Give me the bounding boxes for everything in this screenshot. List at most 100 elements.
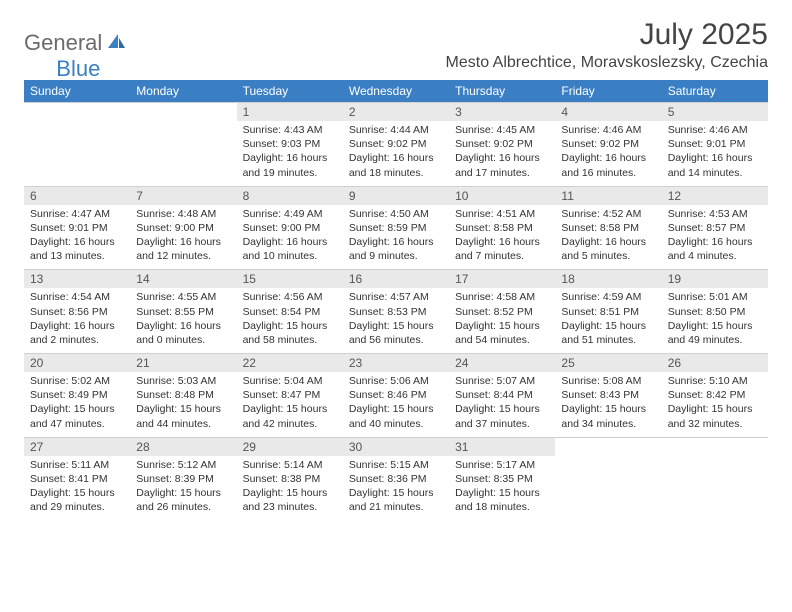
day-number-cell: 29: [237, 437, 343, 456]
day-number-cell: 7: [130, 186, 236, 205]
daylight-text: and 58 minutes.: [243, 333, 337, 347]
sunrise-text: Sunrise: 4:54 AM: [30, 290, 124, 304]
daylight-text: and 4 minutes.: [668, 249, 762, 263]
sunset-text: Sunset: 8:38 PM: [243, 472, 337, 486]
daylight-text: and 47 minutes.: [30, 417, 124, 431]
daylight-text: and 54 minutes.: [455, 333, 549, 347]
day-details-cell: Sunrise: 5:06 AMSunset: 8:46 PMDaylight:…: [343, 372, 449, 437]
sunrise-text: Sunrise: 5:04 AM: [243, 374, 337, 388]
day-details-cell: Sunrise: 4:58 AMSunset: 8:52 PMDaylight:…: [449, 288, 555, 353]
sunrise-text: Sunrise: 4:44 AM: [349, 123, 443, 137]
daylight-text: Daylight: 16 hours: [30, 319, 124, 333]
header: General Blue July 2025 Mesto Albrechtice…: [24, 18, 768, 72]
daylight-text: Daylight: 15 hours: [30, 402, 124, 416]
sunset-text: Sunset: 8:36 PM: [349, 472, 443, 486]
daylight-text: Daylight: 15 hours: [30, 486, 124, 500]
day-details-cell: [662, 456, 768, 521]
day-details-cell: Sunrise: 4:54 AMSunset: 8:56 PMDaylight:…: [24, 288, 130, 353]
day-number-cell: 27: [24, 437, 130, 456]
sunrise-text: Sunrise: 4:49 AM: [243, 207, 337, 221]
daynum-row: 6789101112: [24, 186, 768, 205]
daylight-text: Daylight: 15 hours: [349, 486, 443, 500]
daylight-text: and 44 minutes.: [136, 417, 230, 431]
day-number-cell: 9: [343, 186, 449, 205]
daylight-text: and 40 minutes.: [349, 417, 443, 431]
weekday-header: Sunday: [24, 80, 130, 103]
daylight-text: Daylight: 16 hours: [136, 319, 230, 333]
day-number-cell: 5: [662, 103, 768, 122]
daynum-row: 12345: [24, 103, 768, 122]
sunset-text: Sunset: 8:42 PM: [668, 388, 762, 402]
weekday-header: Tuesday: [237, 80, 343, 103]
daynum-row: 13141516171819: [24, 270, 768, 289]
daylight-text: and 26 minutes.: [136, 500, 230, 514]
day-number-cell: 14: [130, 270, 236, 289]
daynum-row: 2728293031: [24, 437, 768, 456]
day-details-cell: Sunrise: 4:55 AMSunset: 8:55 PMDaylight:…: [130, 288, 236, 353]
daylight-text: Daylight: 15 hours: [243, 486, 337, 500]
sunrise-text: Sunrise: 4:53 AM: [668, 207, 762, 221]
sunrise-text: Sunrise: 4:46 AM: [668, 123, 762, 137]
sunrise-text: Sunrise: 4:46 AM: [561, 123, 655, 137]
sunset-text: Sunset: 8:53 PM: [349, 305, 443, 319]
sunrise-text: Sunrise: 5:17 AM: [455, 458, 549, 472]
day-number-cell: 20: [24, 354, 130, 373]
day-details-cell: Sunrise: 4:44 AMSunset: 9:02 PMDaylight:…: [343, 121, 449, 186]
sunrise-text: Sunrise: 5:11 AM: [30, 458, 124, 472]
daylight-text: Daylight: 16 hours: [30, 235, 124, 249]
day-number-cell: 31: [449, 437, 555, 456]
day-number-cell: 28: [130, 437, 236, 456]
sunset-text: Sunset: 8:58 PM: [561, 221, 655, 235]
day-number-cell: 12: [662, 186, 768, 205]
daylight-text: Daylight: 15 hours: [668, 319, 762, 333]
day-details-cell: Sunrise: 4:49 AMSunset: 9:00 PMDaylight:…: [237, 205, 343, 270]
daylight-text: Daylight: 15 hours: [455, 402, 549, 416]
daylight-text: and 9 minutes.: [349, 249, 443, 263]
day-number-cell: 30: [343, 437, 449, 456]
logo-word1: General: [24, 30, 102, 56]
day-details-cell: Sunrise: 4:52 AMSunset: 8:58 PMDaylight:…: [555, 205, 661, 270]
location: Mesto Albrechtice, Moravskoslezsky, Czec…: [446, 54, 768, 72]
sunset-text: Sunset: 8:58 PM: [455, 221, 549, 235]
day-details-cell: Sunrise: 5:04 AMSunset: 8:47 PMDaylight:…: [237, 372, 343, 437]
day-details-cell: Sunrise: 5:11 AMSunset: 8:41 PMDaylight:…: [24, 456, 130, 521]
daylight-text: Daylight: 15 hours: [243, 402, 337, 416]
day-details-cell: Sunrise: 4:53 AMSunset: 8:57 PMDaylight:…: [662, 205, 768, 270]
day-details-cell: Sunrise: 4:46 AMSunset: 9:02 PMDaylight:…: [555, 121, 661, 186]
day-number-cell: [24, 103, 130, 122]
sunset-text: Sunset: 9:02 PM: [349, 137, 443, 151]
daylight-text: Daylight: 16 hours: [349, 235, 443, 249]
sunset-text: Sunset: 8:47 PM: [243, 388, 337, 402]
day-number-cell: 10: [449, 186, 555, 205]
sunset-text: Sunset: 8:51 PM: [561, 305, 655, 319]
daylight-text: Daylight: 15 hours: [136, 486, 230, 500]
daylight-text: Daylight: 15 hours: [136, 402, 230, 416]
sunrise-text: Sunrise: 4:48 AM: [136, 207, 230, 221]
day-details-cell: Sunrise: 4:47 AMSunset: 9:01 PMDaylight:…: [24, 205, 130, 270]
sunrise-text: Sunrise: 5:03 AM: [136, 374, 230, 388]
day-details-cell: Sunrise: 4:43 AMSunset: 9:03 PMDaylight:…: [237, 121, 343, 186]
daylight-text: Daylight: 16 hours: [561, 151, 655, 165]
daylight-text: Daylight: 15 hours: [561, 402, 655, 416]
day-number-cell: 11: [555, 186, 661, 205]
sunset-text: Sunset: 8:55 PM: [136, 305, 230, 319]
details-row: Sunrise: 5:02 AMSunset: 8:49 PMDaylight:…: [24, 372, 768, 437]
day-details-cell: Sunrise: 5:14 AMSunset: 8:38 PMDaylight:…: [237, 456, 343, 521]
day-details-cell: Sunrise: 5:03 AMSunset: 8:48 PMDaylight:…: [130, 372, 236, 437]
sunrise-text: Sunrise: 5:02 AM: [30, 374, 124, 388]
day-details-cell: Sunrise: 4:50 AMSunset: 8:59 PMDaylight:…: [343, 205, 449, 270]
day-number-cell: 6: [24, 186, 130, 205]
weekday-header: Wednesday: [343, 80, 449, 103]
day-details-cell: Sunrise: 5:15 AMSunset: 8:36 PMDaylight:…: [343, 456, 449, 521]
daylight-text: and 18 minutes.: [349, 166, 443, 180]
sunrise-text: Sunrise: 4:51 AM: [455, 207, 549, 221]
day-number-cell: 13: [24, 270, 130, 289]
sunset-text: Sunset: 8:46 PM: [349, 388, 443, 402]
sunrise-text: Sunrise: 5:01 AM: [668, 290, 762, 304]
sunset-text: Sunset: 8:56 PM: [30, 305, 124, 319]
day-details-cell: Sunrise: 4:56 AMSunset: 8:54 PMDaylight:…: [237, 288, 343, 353]
sunset-text: Sunset: 8:54 PM: [243, 305, 337, 319]
sunset-text: Sunset: 8:43 PM: [561, 388, 655, 402]
daylight-text: Daylight: 16 hours: [455, 151, 549, 165]
sunrise-text: Sunrise: 4:58 AM: [455, 290, 549, 304]
